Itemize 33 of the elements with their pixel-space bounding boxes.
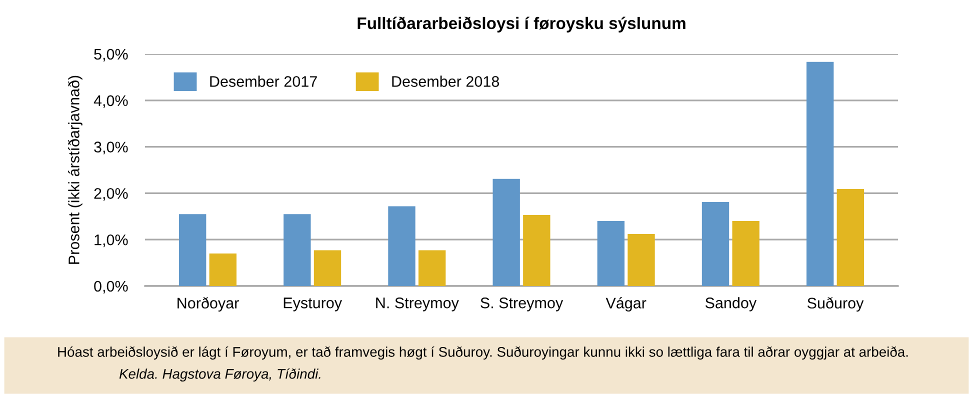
bar: [702, 202, 730, 286]
x-tick-label: Norðoyar: [178, 297, 239, 312]
bar: [492, 178, 520, 286]
y-tick-label: 1,0%: [94, 234, 128, 248]
x-tick-label: N. Streymoy: [376, 298, 459, 312]
bar: [597, 221, 625, 286]
y-tick-label: 4,0%: [94, 95, 128, 108]
bar: [836, 189, 864, 286]
y-tick-label: 0,0%: [94, 280, 128, 294]
y-tick-label: 3,0%: [94, 142, 128, 154]
y-tick-label: 5,0%: [94, 48, 128, 62]
bar: [806, 62, 834, 286]
text: Kelda. Hagstova Føroya, Tíðindi.: [119, 368, 320, 382]
bar: [628, 234, 655, 286]
y-axis-title: Prosent (ikki árstíðarjavnað): [68, 76, 82, 264]
x-tick-label: Vágar: [606, 297, 646, 312]
bar: [178, 214, 206, 286]
x-tick-label: Sandoy: [705, 297, 757, 312]
x-tick-label: Eysturoy: [284, 298, 342, 312]
y-tick-label: 2,0%: [94, 188, 128, 201]
bar: [314, 250, 342, 286]
chart-title: Fulltíðararbeiðsloysi í føroysku sýslunum: [358, 16, 686, 32]
legend-label: Desember 2018: [392, 76, 500, 87]
bar: [523, 215, 550, 286]
x-tick-label: S. Streymoy: [480, 298, 564, 312]
x-tick-label: Suðuroy: [807, 297, 864, 312]
bar: [209, 254, 237, 286]
bar: [732, 221, 760, 286]
text: Hóast arbeiðsloysið er lágt í Føroyum, er tað framvegis høgt í Suðuroy. Suðuroyingar kunnu ikki so lættliga fara til aðrar oyggjar at arbeiða.: [58, 346, 908, 360]
bar: [418, 250, 446, 286]
bar: [284, 214, 311, 286]
legend-label: Desember 2017: [210, 76, 317, 87]
bar: [388, 206, 416, 286]
